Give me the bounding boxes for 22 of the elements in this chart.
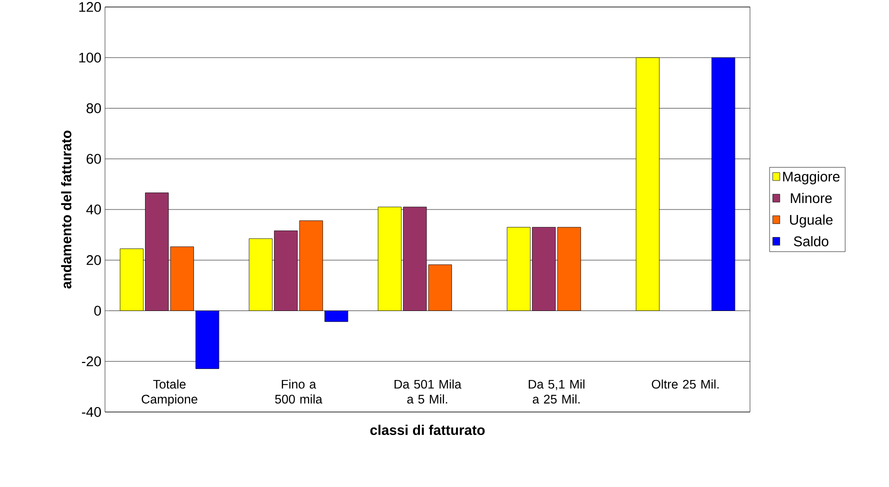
y-tick-label: 100: [79, 52, 101, 63]
y-tick-label: 20: [86, 255, 101, 266]
x-tick-label: Totale Campione: [142, 379, 198, 406]
y-tick-label: -20: [82, 356, 101, 366]
y-tick-label: 60: [86, 154, 101, 164]
x-tick-label: Da 501 Mila a 5 Mil.: [394, 379, 462, 404]
y-tick-label: 120: [79, 2, 101, 12]
y-axis-title: andamento del fatturato: [61, 130, 72, 289]
bar: [712, 57, 736, 311]
legend-label: Minore: [790, 192, 832, 204]
bar: [636, 57, 660, 311]
x-tick-label: Oltre 25 Mil.: [652, 379, 719, 389]
legend-label: Saldo: [794, 236, 828, 246]
x-axis-title: classi di fatturato: [370, 424, 485, 436]
x-tick-label: Da 5,1 Mil a 25 Mil.: [528, 379, 584, 404]
legend-label: Uguale: [790, 214, 833, 228]
x-tick-label: Fino a 500 mila: [275, 379, 322, 404]
y-tick-label: 80: [86, 103, 101, 114]
y-tick-label: -40: [82, 407, 101, 417]
y-tick-label: 0: [94, 306, 101, 316]
y-tick-label: 40: [86, 204, 101, 214]
legend-label: Maggiore: [783, 171, 840, 184]
